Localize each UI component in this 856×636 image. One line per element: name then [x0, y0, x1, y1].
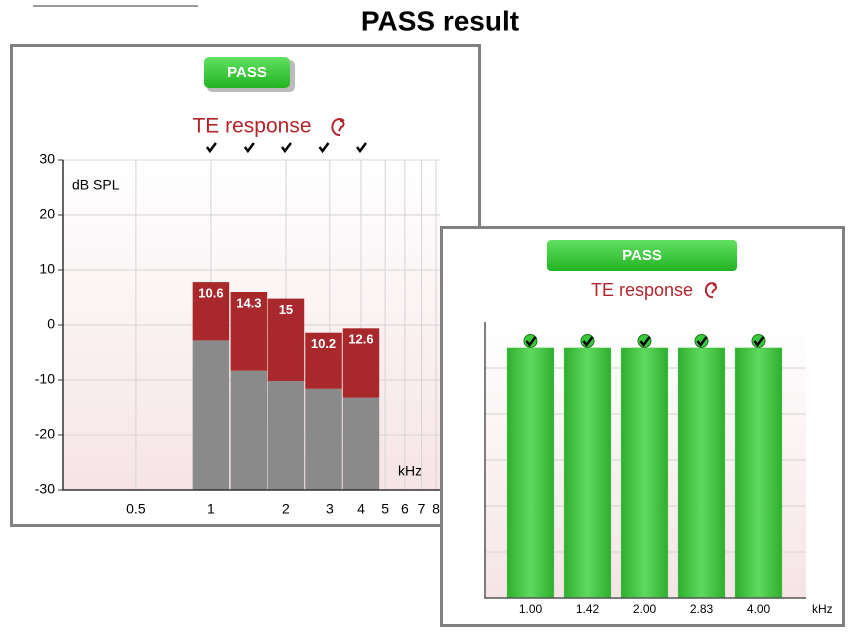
- axis-line: [484, 322, 806, 599]
- bar: [734, 347, 783, 599]
- x-axis-label: kHz: [812, 602, 833, 616]
- bar-segment: [192, 340, 230, 490]
- bar-segment: [305, 332, 342, 389]
- y-tick-label: 20: [39, 206, 55, 222]
- x-tick-label: 0.5: [126, 501, 146, 517]
- x-tick-label: 1.00: [519, 602, 543, 616]
- bar-segment: [342, 328, 380, 398]
- check-icon: [525, 336, 537, 348]
- bar: [620, 347, 669, 599]
- panel-detail: PASS TE response kHz 1.00 1.42 2.00 2.83 4.0…: [440, 226, 845, 627]
- check-icon: [205, 142, 217, 154]
- axis-line: [62, 160, 444, 491]
- chart-title: TE response: [591, 280, 693, 300]
- ear-icon: [704, 282, 718, 299]
- pass-badge[interactable]: [204, 57, 290, 88]
- x-tick-label: 6: [401, 501, 409, 517]
- check-icon: [355, 142, 367, 154]
- value-label: 15: [279, 302, 293, 317]
- value-label: 14.3: [236, 295, 261, 310]
- x-tick-label: 8: [432, 501, 440, 517]
- x-tick-label: 7: [418, 501, 426, 517]
- x-tick-label: 4.00: [747, 602, 771, 616]
- value-label: 10.6: [198, 286, 223, 301]
- x-tick-label: 1: [207, 501, 215, 517]
- bar: [677, 347, 726, 599]
- y-axis-label: dB SPL: [72, 177, 120, 193]
- panel-main: PASS TE response dB SPL kHz -30-20-10010…: [10, 44, 481, 527]
- bar-segment: [342, 397, 380, 490]
- bar: [506, 347, 555, 599]
- check-icon: [696, 336, 708, 348]
- x-tick-label: 2.00: [633, 602, 657, 616]
- bar-segment: [267, 298, 305, 382]
- bar-segment: [230, 292, 268, 371]
- x-tick-label: 2.83: [690, 602, 714, 616]
- check-icon: [318, 142, 330, 154]
- pass-badge[interactable]: [547, 240, 737, 271]
- bar-segment: [192, 282, 230, 341]
- check-icon: [753, 336, 765, 348]
- x-tick-label: 2: [282, 501, 290, 517]
- page-title: PASS result: [361, 5, 519, 36]
- badge-text: PASS: [227, 64, 267, 81]
- x-tick-label: 3: [326, 501, 334, 517]
- bar: [563, 347, 612, 599]
- badge-text: PASS: [622, 247, 662, 264]
- y-tick-label: -30: [35, 481, 55, 497]
- y-tick-label: 10: [39, 261, 55, 277]
- check-icon: [280, 142, 292, 154]
- value-label: 12.6: [348, 332, 373, 347]
- y-tick-label: -20: [35, 426, 55, 442]
- bar-segment: [230, 370, 268, 490]
- x-tick-label: 5: [381, 501, 389, 517]
- check-icon: [639, 336, 651, 348]
- ear-icon: [331, 118, 345, 137]
- x-axis-label: kHz: [398, 463, 422, 479]
- y-tick-label: 0: [47, 316, 55, 332]
- chart-title: TE response: [192, 115, 311, 138]
- bar-segment: [267, 381, 305, 490]
- y-tick-label: -10: [35, 371, 55, 387]
- bar-segment: [305, 388, 342, 490]
- x-tick-label: 4: [357, 501, 365, 517]
- x-tick-label: 1.42: [576, 602, 600, 616]
- check-icon: [582, 336, 594, 348]
- value-label: 10.2: [311, 336, 336, 351]
- check-icon: [243, 142, 255, 154]
- y-tick-label: 30: [39, 151, 55, 167]
